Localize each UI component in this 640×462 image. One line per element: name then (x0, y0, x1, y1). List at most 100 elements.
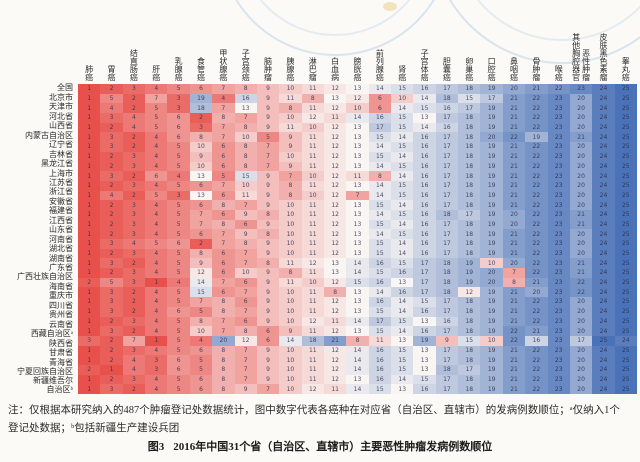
heatmap-cell: 4 (145, 287, 168, 298)
heatmap-cell: 15 (391, 229, 414, 239)
heatmap-cell: 13 (391, 335, 414, 346)
heatmap-cell: 8 (256, 229, 280, 239)
heatmap-cell: 18 (458, 219, 481, 230)
heatmap-cell: 20 (569, 113, 593, 123)
row-label: 浙江省 (49, 187, 73, 197)
heatmap-cell: 17 (435, 132, 459, 143)
heatmap-cell: 14 (391, 297, 414, 307)
heatmap-cell: 17 (435, 190, 459, 201)
heatmap-cell: 3 (100, 113, 123, 123)
heatmap-cell: 9 (234, 384, 257, 394)
heatmap-cell: 21 (502, 248, 526, 259)
heatmap-cell: 7 (234, 355, 257, 365)
heatmap-cell: 9 (256, 93, 280, 104)
heatmap-cell: 22 (525, 200, 548, 210)
heatmap-cell: 8 (189, 132, 213, 143)
heatmap-cell: 6 (212, 268, 235, 278)
heatmap-cell: 20 (569, 180, 593, 191)
heatmap-cell: 10 (279, 219, 302, 230)
heatmap-cell: 21 (502, 306, 526, 317)
heatmap-cell: 10 (279, 84, 302, 94)
heatmap-cell: 20 (569, 161, 593, 172)
heatmap-cell: 15 (458, 335, 481, 346)
heatmap-cell: 17 (413, 268, 436, 278)
heatmap-cell: 9 (256, 113, 280, 123)
heatmap-cell: 5 (167, 316, 190, 327)
column-header-label: 肝癌 (151, 65, 161, 81)
heatmap-cell: 13 (346, 326, 369, 336)
column-header: 口腔癌 (480, 0, 502, 83)
heatmap-cell: 1 (78, 180, 101, 191)
heatmap-cell: 15 (391, 190, 414, 201)
heatmap-cell: 20 (569, 345, 593, 356)
heatmap-cell: 11 (301, 355, 324, 365)
column-header: 卵巢癌 (458, 0, 480, 83)
heatmap-cell: 11 (279, 122, 302, 133)
heatmap-cell: 7 (256, 151, 280, 162)
column-header: 白血病 (324, 0, 346, 83)
heatmap-cell: 15 (368, 200, 392, 210)
heatmap-cell: 4 (145, 219, 168, 230)
heatmap-cell: 7 (212, 180, 235, 191)
heatmap-cell: 11 (301, 132, 324, 143)
heatmap-cell: 6 (256, 335, 280, 346)
row-label: 西藏自治区ᵃ (30, 329, 73, 339)
heatmap-cell: 23 (547, 248, 570, 259)
heatmap-cell: 24 (592, 93, 615, 104)
heatmap-cell: 22 (525, 103, 548, 114)
row-label: 广西壮族自治区 (17, 272, 73, 282)
heatmap-cell: 8 (323, 287, 347, 298)
column-header-label: 白血病 (330, 57, 340, 81)
heatmap-cell: 1 (78, 161, 101, 172)
heatmap-cell: 4 (100, 103, 123, 114)
heatmap-cell: 15 (391, 161, 414, 172)
heatmap-cell: 12 (301, 316, 324, 327)
heatmap-cell: 23 (547, 268, 570, 278)
heatmap-cell: 5 (167, 248, 190, 259)
heatmap-cell: 19 (480, 229, 503, 239)
heatmap-cell: 15 (391, 122, 414, 133)
heatmap-cell: 3 (167, 93, 190, 104)
heatmap-cell: 2 (78, 277, 101, 288)
heatmap-cell: 7 (234, 113, 257, 123)
heatmap-cell: 7 (145, 93, 168, 104)
heatmap-cell: 4 (145, 200, 168, 210)
heatmap-cell: 25 (614, 384, 637, 394)
heatmap-cell: 25 (614, 248, 637, 259)
heatmap-cell: 8 (368, 171, 392, 181)
column-header-label: 淋巴瘤 (308, 57, 318, 81)
column-header-label: 胆囊癌 (442, 57, 452, 81)
heatmap-cell: 18 (458, 326, 481, 336)
heatmap-cell: 1 (78, 200, 101, 210)
heatmap-cell: 15 (391, 316, 414, 327)
heatmap-cell: 16 (413, 209, 436, 220)
heatmap-cell: 12 (323, 161, 347, 172)
heatmap-cell: 17 (435, 84, 459, 94)
heatmap-cell: 17 (435, 161, 459, 172)
heatmap-cell: 2 (100, 180, 123, 191)
heatmap-cell: 4 (122, 239, 146, 249)
heatmap-cell: 22 (525, 209, 548, 220)
heatmap-cell: 14 (346, 316, 369, 327)
heatmap-cell: 5 (167, 268, 190, 278)
heatmap-cell: 11 (301, 297, 324, 307)
heatmap-cell: 11 (301, 248, 324, 259)
row-label: 河北省 (49, 111, 73, 121)
heatmap-cell: 12 (323, 132, 347, 143)
heatmap-cell: 15 (391, 142, 414, 152)
heatmap-cell: 8 (212, 200, 235, 210)
heatmap-cell: 20 (480, 277, 503, 288)
heatmap-cell: 1 (78, 171, 101, 181)
heatmap-cell: 12 (301, 258, 324, 269)
column-header-label: 食管癌 (196, 57, 206, 81)
heatmap-cell: 7 (212, 316, 235, 327)
heatmap-cell: 8 (212, 345, 235, 356)
heatmap-cell: 22 (525, 151, 548, 162)
heatmap-cell: 19 (480, 355, 503, 365)
heatmap-cell: 11 (301, 151, 324, 162)
heatmap-cell: 13 (346, 132, 369, 143)
heatmap-cell: 19 (480, 200, 503, 210)
heatmap-cell: 7 (212, 132, 235, 143)
heatmap-cell: 14 (391, 171, 414, 181)
heatmap-cell: 21 (569, 219, 593, 230)
